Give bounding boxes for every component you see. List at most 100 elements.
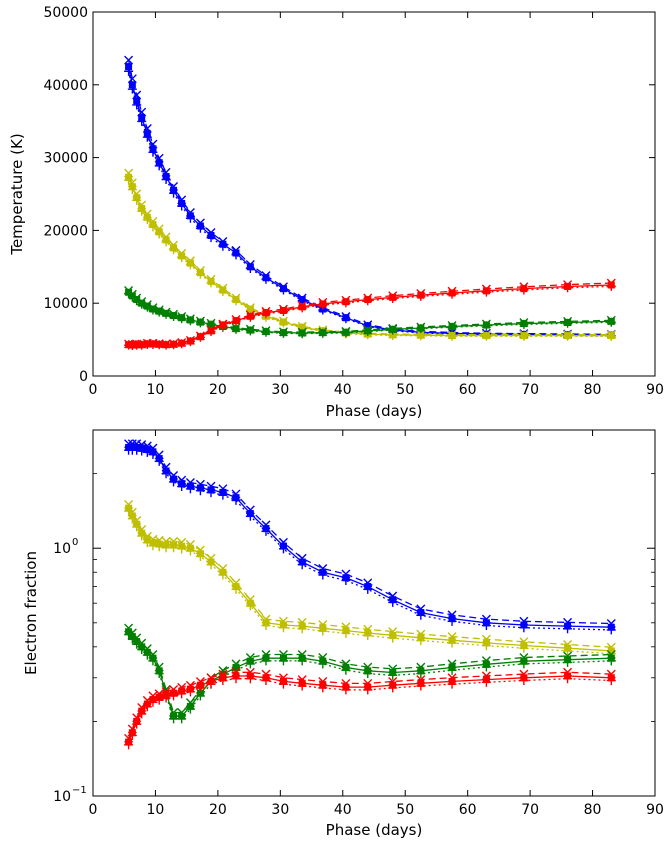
series-1-marker-1-10 [185,540,195,550]
series-2-marker-2-16 [261,656,271,666]
x-tick-label-0: 0 [89,382,98,398]
series-3-marker-2-26 [519,285,529,295]
series-0-marker-1-16 [261,520,271,530]
series-1-marker-1-3 [137,200,147,210]
series-2-marker-2-28 [606,656,616,666]
series-2-marker-2-2 [132,296,142,306]
series-3-marker-2-21 [363,685,373,695]
series-3-marker-1-7 [161,687,171,697]
y-tick-label-0: 0 [79,369,88,385]
series-2-marker-2-24 [447,665,457,675]
series-3-marker-2-28 [606,281,616,291]
x-tick-label-1: 10 [147,802,165,818]
series-0-marker-1-7 [161,167,171,177]
series-2-marker-2-8 [169,311,179,321]
x-tick-label-6: 60 [459,382,477,398]
series-1-marker-2-7 [161,237,171,247]
series-1-marker-2-6 [154,542,164,552]
series-1-marker-1-16 [261,614,271,624]
series-1-marker-2-14 [231,296,241,306]
series-3-marker-2-1 [127,730,137,740]
series-1-marker-2-22 [388,633,398,643]
series-3-marker-2-27 [563,283,573,293]
series-0-marker-1-13 [218,484,228,494]
series-0-marker-2-14 [231,250,241,260]
series-3-marker-2-18 [297,303,307,313]
plot-area [124,55,616,351]
series-3-marker-1-14 [231,667,241,677]
series-1-marker-2-1 [127,185,137,195]
series-0-marker-1-6 [154,450,164,460]
series-1-marker-2-3 [137,531,147,541]
series-2-marker-2-18 [297,656,307,666]
series-3-marker-2-13 [218,321,228,331]
series-3-marker-2-9 [177,689,187,699]
series-3-marker-2-10 [185,337,195,347]
series-3-marker-1-11 [195,677,205,686]
series-2-marker-1-10 [185,698,195,708]
series-1-line-1 [128,504,612,648]
series-0-marker-1-2 [132,90,142,100]
series-0-marker-1-10 [185,477,195,487]
series-1-marker-2-27 [563,646,573,656]
series-1-marker-2-10 [185,546,195,556]
series-3-marker-1-13 [218,669,228,679]
series-2-marker-2-5 [148,305,158,315]
series-0-marker-2-12 [206,233,216,243]
series-1-marker-2-12 [206,278,216,288]
series-3-marker-2-16 [261,676,271,686]
series-0-marker-2-18 [297,560,307,570]
series-0-marker-2-20 [341,575,351,585]
series-1-marker-1-19 [318,620,328,630]
x-tick-label-3: 30 [271,382,289,398]
series-1-marker-1-12 [206,553,216,563]
series-2-marker-1-17 [278,649,288,659]
x-tick-label-0: 0 [89,802,98,818]
series-0-marker-2-15 [245,511,255,521]
series-1-marker-1-0 [124,168,134,178]
series-1-marker-2-0 [124,175,134,185]
x-axis-label: Phase (days) [326,402,423,420]
series-0-marker-2-20 [341,314,351,324]
x-tick-label-7: 70 [521,382,539,398]
series-0-marker-2-4 [142,447,152,457]
series-3 [124,278,616,351]
series-2-marker-1-15 [245,652,255,662]
series-2-marker-2-25 [481,321,491,331]
series-2-marker-2-25 [481,662,491,672]
series-3-marker-2-7 [161,693,171,703]
series-0-marker-1-4 [142,123,152,133]
series-2-marker-2-28 [606,317,616,327]
series-2-marker-2-17 [278,656,288,666]
series-3-marker-1-24 [447,673,457,683]
series-3-marker-2-23 [416,291,426,301]
series-1-marker-2-8 [169,543,179,553]
series-3-marker-1-8 [169,684,179,694]
series-3-marker-2-9 [177,339,187,349]
series-3-marker-1-27 [563,667,573,677]
series-1-marker-2-25 [481,331,491,341]
series-1-marker-2-18 [297,624,307,634]
series-3-marker-2-12 [206,679,216,689]
x-tick-label-9: 90 [646,382,664,398]
series-2-marker-2-17 [278,328,288,338]
series-0-marker-1-27 [563,617,573,627]
series-1-marker-2-8 [169,245,179,255]
x-tick-label-2: 20 [209,802,227,818]
series-3-marker-2-11 [195,683,205,693]
series-2-marker-2-1 [127,634,137,644]
series-1-marker-2-10 [185,260,195,270]
series-0-marker-2-2 [132,445,142,455]
series-0-marker-2-27 [563,624,573,634]
series-3-marker-1-3 [137,702,147,712]
series-3-marker-2-28 [606,676,616,686]
series-0-marker-2-2 [132,100,142,110]
series-2 [124,623,616,724]
series-3-marker-2-4 [142,702,152,712]
series-1-marker-2-24 [447,638,457,648]
series-2-marker-2-24 [447,322,457,332]
series-0-marker-2-9 [177,201,187,211]
series-3-marker-2-6 [154,695,164,705]
series-1-marker-2-4 [142,538,152,548]
